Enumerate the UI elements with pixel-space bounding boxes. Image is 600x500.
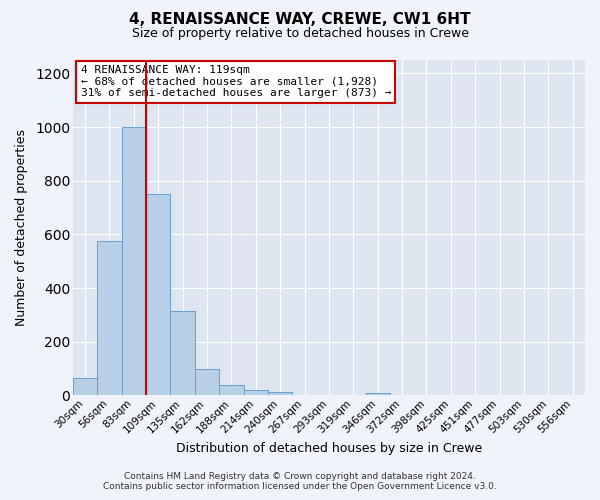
- Bar: [219, 385, 244, 396]
- X-axis label: Distribution of detached houses by size in Crewe: Distribution of detached houses by size …: [176, 442, 482, 455]
- Y-axis label: Number of detached properties: Number of detached properties: [15, 129, 28, 326]
- Bar: [122, 127, 146, 396]
- Bar: [170, 311, 195, 396]
- Bar: [73, 378, 97, 396]
- Text: 4, RENAISSANCE WAY, CREWE, CW1 6HT: 4, RENAISSANCE WAY, CREWE, CW1 6HT: [129, 12, 471, 28]
- Bar: [195, 368, 219, 396]
- Text: Contains HM Land Registry data © Crown copyright and database right 2024.
Contai: Contains HM Land Registry data © Crown c…: [103, 472, 497, 491]
- Bar: [268, 392, 292, 396]
- Bar: [97, 241, 122, 396]
- Bar: [244, 390, 268, 396]
- Bar: [146, 194, 170, 396]
- Bar: [365, 392, 390, 396]
- Text: 4 RENAISSANCE WAY: 119sqm
← 68% of detached houses are smaller (1,928)
31% of se: 4 RENAISSANCE WAY: 119sqm ← 68% of detac…: [80, 65, 391, 98]
- Text: Size of property relative to detached houses in Crewe: Size of property relative to detached ho…: [131, 28, 469, 40]
